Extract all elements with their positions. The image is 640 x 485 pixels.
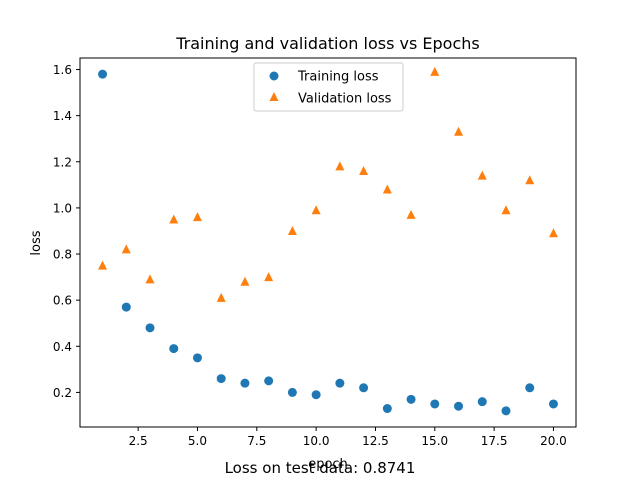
x-tick-label: 15.0 <box>421 434 448 448</box>
validation-loss-point <box>311 205 321 215</box>
validation-loss-point <box>430 66 440 76</box>
legend: Training loss Validation loss <box>253 62 404 112</box>
validation-loss-point <box>192 212 202 222</box>
y-tick-label: 1.0 <box>53 201 72 215</box>
y-tick-label: 0.2 <box>53 386 72 400</box>
validation-loss-point <box>335 161 345 171</box>
validation-loss-point <box>216 292 226 302</box>
validation-loss-point <box>477 170 487 180</box>
x-tick-label: 5.0 <box>188 434 207 448</box>
y-tick-label: 1.6 <box>53 63 72 77</box>
validation-loss-point <box>121 244 131 254</box>
x-tick-label: 20.0 <box>540 434 567 448</box>
y-tick-label: 1.4 <box>53 109 72 123</box>
y-tick-label: 0.8 <box>53 248 72 262</box>
training-loss-point <box>406 394 416 404</box>
y-tick-label: 1.2 <box>53 155 72 169</box>
training-loss-point <box>382 404 392 414</box>
x-tick-label: 10.0 <box>303 434 330 448</box>
training-loss-point <box>145 323 155 333</box>
test-loss-caption: Loss on test data: 0.8741 <box>224 459 416 477</box>
plot-area-frame <box>79 57 577 428</box>
validation-loss-point <box>98 260 108 270</box>
training-loss-point <box>454 401 464 411</box>
y-tick-label: 0.6 <box>53 294 72 308</box>
x-tick-label: 17.5 <box>481 434 508 448</box>
training-loss-point <box>169 344 179 354</box>
chart-title: Training and validation loss vs Epochs <box>175 34 479 53</box>
training-loss-point <box>287 387 297 397</box>
legend-box <box>253 62 404 112</box>
training-loss-point <box>216 374 226 384</box>
training-loss-point <box>264 376 274 386</box>
x-tick-label: 12.5 <box>362 434 389 448</box>
validation-loss-point <box>264 272 274 282</box>
training-loss-point <box>525 383 535 393</box>
x-tick-label: 2.5 <box>129 434 148 448</box>
validation-loss-point <box>501 205 511 215</box>
legend-validation-marker <box>269 92 279 101</box>
training-loss-point <box>98 69 108 79</box>
validation-loss-point <box>525 175 535 185</box>
training-loss-point <box>240 378 250 388</box>
legend-validation-label: Validation loss <box>298 92 392 107</box>
training-loss-point <box>192 353 202 363</box>
y-tick-label: 0.4 <box>53 340 72 354</box>
validation-loss-point <box>240 276 250 286</box>
training-loss-point <box>501 406 511 416</box>
validation-loss-point <box>169 214 179 224</box>
training-loss-point <box>548 399 558 409</box>
validation-loss-point <box>454 126 464 136</box>
training-loss-point <box>311 390 321 400</box>
y-axis-label: loss <box>29 230 44 255</box>
training-loss-point <box>335 378 345 388</box>
validation-loss-point <box>359 166 369 176</box>
x-tick-label: 7.5 <box>247 434 266 448</box>
legend-training-marker <box>269 71 279 81</box>
training-loss-point <box>359 383 369 393</box>
legend-training-label: Training loss <box>297 70 379 85</box>
validation-loss-point <box>287 225 297 235</box>
training-loss-point <box>477 397 487 407</box>
training-loss-point <box>121 302 131 312</box>
validation-loss-point <box>406 209 416 219</box>
training-loss-point <box>430 399 440 409</box>
validation-loss-point <box>145 274 155 284</box>
validation-loss-point <box>548 228 558 238</box>
validation-loss-point <box>382 184 392 194</box>
x-axis-label: epoch <box>308 457 348 472</box>
